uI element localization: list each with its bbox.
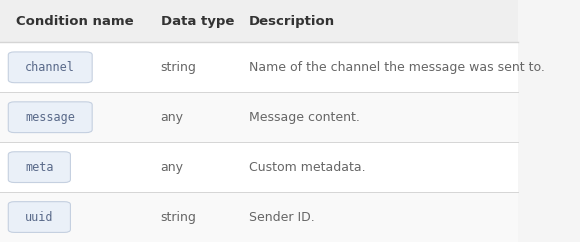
Text: Description: Description [249,15,335,28]
Text: uuid: uuid [25,211,53,224]
FancyBboxPatch shape [0,0,518,42]
Text: Name of the channel the message was sent to.: Name of the channel the message was sent… [249,61,545,74]
FancyBboxPatch shape [8,152,70,182]
FancyBboxPatch shape [0,92,518,142]
FancyBboxPatch shape [8,102,92,133]
Text: Condition name: Condition name [16,15,133,28]
FancyBboxPatch shape [0,142,518,192]
FancyBboxPatch shape [8,202,70,232]
Text: string: string [161,211,197,224]
Text: meta: meta [25,161,53,174]
Text: channel: channel [26,61,75,74]
Text: message: message [26,111,75,124]
Text: Data type: Data type [161,15,234,28]
Text: Sender ID.: Sender ID. [249,211,314,224]
Text: any: any [161,161,183,174]
Text: Message content.: Message content. [249,111,360,124]
Text: Custom metadata.: Custom metadata. [249,161,365,174]
FancyBboxPatch shape [0,42,518,92]
Text: string: string [161,61,197,74]
FancyBboxPatch shape [8,52,92,83]
Text: any: any [161,111,183,124]
FancyBboxPatch shape [0,192,518,242]
